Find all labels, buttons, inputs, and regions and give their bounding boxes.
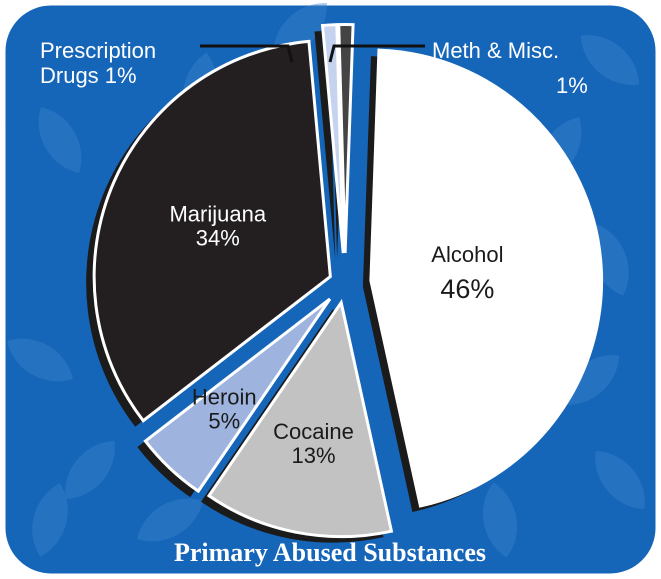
meth-callout-line1: Meth & Misc.	[432, 38, 559, 63]
background-leaf	[595, 450, 645, 510]
pie-slice-heroin	[143, 297, 332, 494]
background-leaf	[580, 35, 640, 85]
slice-value-label: 46%	[440, 274, 494, 304]
background-leaf	[38, 107, 82, 173]
slice-label: Marijuana	[169, 201, 266, 226]
pie-slice-marijuana	[92, 39, 332, 423]
background-leaf	[7, 338, 73, 382]
background-leaf	[482, 482, 518, 558]
slice-value-label: 13%	[291, 443, 335, 468]
meth-leader-line	[328, 44, 425, 63]
background-leaf	[137, 498, 203, 542]
slice-value-label: 34%	[196, 225, 240, 250]
pie-slice-meth-misc	[337, 23, 355, 254]
prescription-leader-line	[200, 44, 294, 63]
pie-slice-cocaine	[206, 298, 394, 539]
slice-label: Cocaine	[273, 419, 354, 444]
slices	[92, 23, 604, 539]
background-leaf	[591, 224, 629, 296]
background-leaf	[560, 355, 620, 405]
meth-callout-line2: 1%	[556, 73, 588, 98]
background-leaf	[32, 483, 68, 557]
slice-label: Alcohol	[431, 242, 503, 267]
slice-label: Heroin	[192, 385, 257, 410]
prescription-callout-line2: Drugs 1%	[40, 63, 137, 88]
slice-value-label: 5%	[208, 409, 240, 434]
pie-slice-prescription-drugs	[320, 23, 345, 254]
pie-slice-alcohol	[369, 48, 604, 508]
chart-title: Primary Abused Substances	[174, 538, 486, 567]
prescription-callout-line1: Prescription	[40, 38, 156, 63]
background-leaf	[65, 440, 115, 500]
